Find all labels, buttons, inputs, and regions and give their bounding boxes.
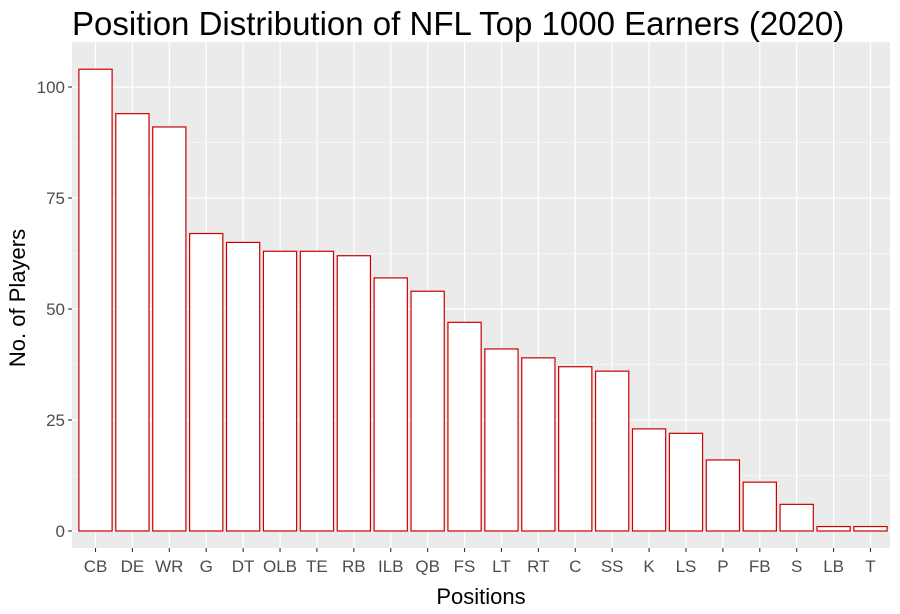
x-tick-label-fs: FS <box>454 557 476 576</box>
bar-ss <box>594 370 630 532</box>
bar-wr <box>152 126 187 532</box>
x-axis-title: Positions <box>436 584 526 609</box>
bar-rt <box>521 357 556 532</box>
x-tick-label-fb: FB <box>749 557 771 576</box>
x-tick-label-ls: LS <box>676 557 697 576</box>
x-tick-label-lb: LB <box>823 557 844 576</box>
y-tick-label: 25 <box>46 411 65 430</box>
y-tick-label: 50 <box>46 300 65 319</box>
bar-ilb <box>373 277 408 532</box>
x-tick-label-te: TE <box>306 557 328 576</box>
x-tick-label-dt: DT <box>232 557 255 576</box>
bar-lt <box>484 348 519 532</box>
x-tick-label-olb: OLB <box>263 557 297 576</box>
bars <box>78 68 888 532</box>
x-tick-label-s: S <box>791 557 802 576</box>
bar-cb <box>78 68 113 532</box>
chart-title: Position Distribution of NFL Top 1000 Ea… <box>72 5 845 42</box>
bar-dt <box>225 241 261 532</box>
bar-fb <box>742 481 777 532</box>
x-tick-label-ss: SS <box>601 557 624 576</box>
x-tick-label-g: G <box>200 557 213 576</box>
bar-olb <box>262 250 298 532</box>
bar-s <box>779 503 814 532</box>
y-tick-label: 0 <box>56 522 65 541</box>
bar-p <box>705 459 741 532</box>
x-tick-label-c: C <box>569 557 581 576</box>
x-tick-label-de: DE <box>121 557 145 576</box>
bar-c <box>558 366 593 532</box>
x-tick-label-qb: QB <box>415 557 440 576</box>
bar-te <box>299 250 335 532</box>
y-tick-label: 100 <box>37 78 65 97</box>
bar-de <box>115 113 150 532</box>
x-tick-label-rb: RB <box>342 557 366 576</box>
bar-k <box>631 428 667 532</box>
x-tick-label-wr: WR <box>155 557 183 576</box>
x-tick-label-cb: CB <box>84 557 108 576</box>
bar-fs <box>447 321 482 532</box>
x-axis-ticks: CB DE WR G DT OLB TE RB ILB QB FS LT RT C SS K LS P FB S LB T <box>84 548 876 576</box>
x-tick-label-k: K <box>643 557 655 576</box>
y-tick-label: 75 <box>46 189 65 208</box>
bar-g <box>189 232 224 532</box>
bar-qb <box>410 290 445 532</box>
x-tick-label-t: T <box>865 557 875 576</box>
x-tick-label-rt: RT <box>527 557 549 576</box>
x-tick-label-p: P <box>717 557 728 576</box>
bar-rb <box>336 255 372 532</box>
x-tick-label-lt: LT <box>492 557 511 576</box>
bar-lb <box>816 525 851 532</box>
bar-t <box>853 525 888 532</box>
x-tick-label-ilb: ILB <box>378 557 404 576</box>
bar-ls <box>668 432 704 532</box>
y-axis-ticks: 0 25 50 75 100 <box>37 78 72 541</box>
